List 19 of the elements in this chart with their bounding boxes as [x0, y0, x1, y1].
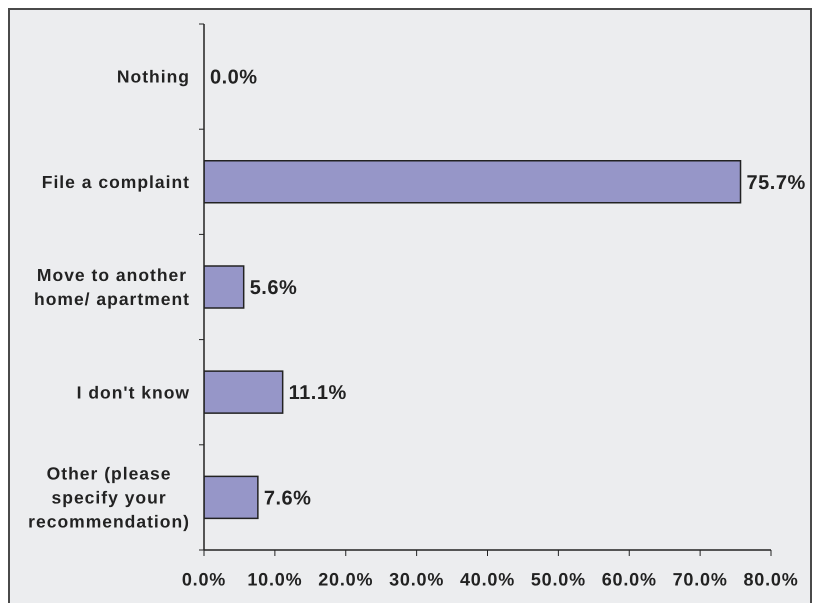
data-label: 11.1% — [288, 382, 347, 404]
data-label: 75.7% — [746, 172, 806, 194]
y-tick-label: Nothing — [116, 66, 190, 87]
y-tick-label: Move to another home/ apartment — [34, 265, 190, 310]
y-tick-label: I don't know — [76, 382, 190, 402]
data-label: 5.6% — [250, 277, 298, 299]
x-tick-label: 60.0% — [602, 569, 657, 590]
x-tick-label: 70.0% — [672, 569, 728, 590]
x-tick-label: 80.0% — [743, 569, 799, 590]
x-tick-label: 50.0% — [530, 569, 586, 590]
data-label: 0.0% — [210, 66, 258, 89]
x-tick-label: 40.0% — [460, 569, 516, 590]
data-label: 7.6% — [264, 487, 312, 510]
x-tick-label: 10.0% — [247, 569, 302, 590]
x-tick-label: 0.0% — [182, 569, 226, 590]
y-tick-label: File a complaint — [42, 172, 190, 192]
x-tick-label: 30.0% — [389, 569, 444, 590]
x-tick-label: 20.0% — [318, 569, 374, 590]
y-tick-label: Other (please specify your recommendation) — [28, 464, 190, 532]
